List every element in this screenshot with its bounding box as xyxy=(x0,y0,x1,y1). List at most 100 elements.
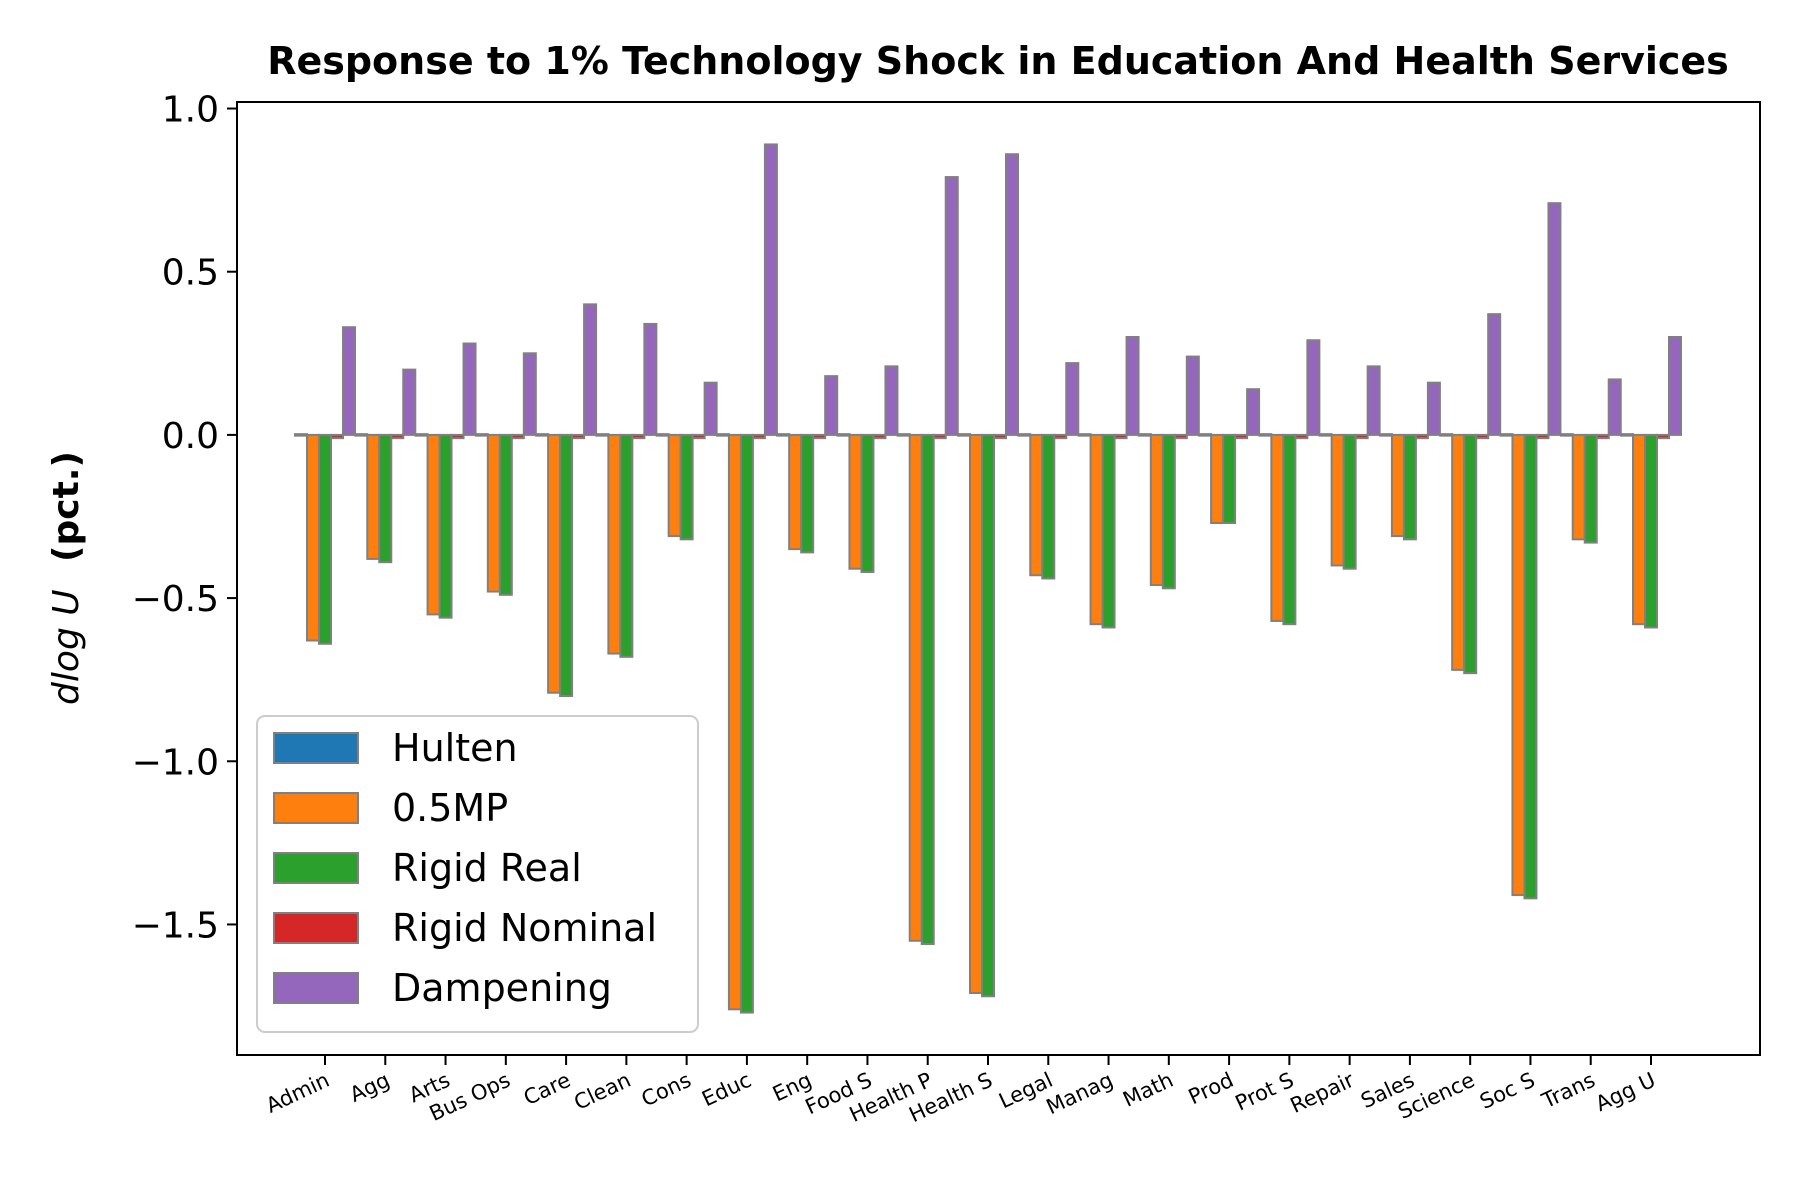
bar-0-5mp-science xyxy=(1451,433,1466,671)
legend-swatch xyxy=(273,792,359,824)
x-tick-label: Prot S xyxy=(1232,1068,1298,1116)
bar-rigid-nominal-agg-u xyxy=(1656,433,1670,440)
legend-swatch xyxy=(273,972,359,1004)
bar-hulten-health-p xyxy=(896,433,911,437)
bar-hulten-cons xyxy=(655,433,670,437)
bar-rigid-real-science xyxy=(1463,433,1478,675)
bar-hulten-science xyxy=(1439,433,1454,437)
legend-swatch xyxy=(273,852,359,884)
bar-dampening-trans xyxy=(1607,378,1622,436)
bar-rigid-real-educ xyxy=(739,433,754,1014)
bar-dampening-legal xyxy=(1065,362,1080,436)
bar-dampening-agg-u xyxy=(1668,335,1682,436)
bar-rigid-nominal-science xyxy=(1475,433,1490,440)
legend-frame xyxy=(256,715,699,1033)
bar-dampening-clean xyxy=(643,322,658,436)
legend: Hulten 0.5MP Rigid Real Rigid Nominal Dampen… xyxy=(256,715,699,1033)
bar-dampening-cons xyxy=(703,381,718,436)
bar-rigid-nominal-repair xyxy=(1354,433,1369,440)
legend-swatch xyxy=(273,912,359,944)
bar-rigid-real-care xyxy=(559,433,574,697)
legend-label: Rigid Real xyxy=(392,846,582,890)
bar-dampening-manag xyxy=(1125,335,1140,436)
bar-rigid-nominal-sales xyxy=(1414,433,1429,440)
bar-rigid-nominal-arts xyxy=(450,433,465,440)
bar-dampening-food-s xyxy=(884,365,899,436)
bar-rigid-nominal-cons xyxy=(691,433,706,440)
bar-hulten-eng xyxy=(776,433,791,437)
bar-rigid-nominal-agg xyxy=(390,433,405,440)
bar-dampening-health-s xyxy=(1005,153,1019,436)
bar-rigid-nominal-educ xyxy=(751,433,766,440)
bar-rigid-nominal-food-s xyxy=(872,433,887,440)
legend-label: Hulten xyxy=(392,726,518,770)
bar-hulten-math xyxy=(1137,433,1152,437)
x-tick-label: Agg xyxy=(346,1068,393,1107)
bar-rigid-nominal-prod xyxy=(1234,433,1249,440)
bar-dampening-prod xyxy=(1246,388,1261,436)
bar-dampening-bus-ops xyxy=(522,352,537,436)
bar-dampening-eng xyxy=(824,375,839,436)
bar-hulten-repair xyxy=(1318,433,1333,437)
bar-hulten-food-s xyxy=(836,433,851,437)
y-axis-label-math: dlog U xyxy=(46,589,87,705)
bar-hulten-prod xyxy=(1198,433,1213,437)
plot-frame xyxy=(236,101,1761,1056)
bar-hulten-agg-u xyxy=(1620,433,1634,437)
bar-0-5mp-health-p xyxy=(908,433,923,942)
bar-0-5mp-prot-s xyxy=(1270,433,1285,622)
bar-rigid-real-prot-s xyxy=(1282,433,1297,626)
bar-dampening-prot-s xyxy=(1306,339,1321,436)
bar-dampening-arts xyxy=(462,342,477,436)
legend-label: Rigid Nominal xyxy=(392,906,657,950)
x-tick-label: Trans xyxy=(1537,1068,1598,1114)
bar-0-5mp-health-s xyxy=(969,433,983,994)
bar-rigid-real-health-p xyxy=(920,433,935,946)
bar-0-5mp-agg xyxy=(366,433,381,560)
bar-rigid-real-agg xyxy=(378,433,393,564)
bar-dampening-admin xyxy=(342,326,356,436)
bar-hulten-clean xyxy=(595,433,610,437)
bar-0-5mp-bus-ops xyxy=(486,433,501,593)
bar-0-5mp-admin xyxy=(306,433,320,642)
bar-hulten-prot-s xyxy=(1258,433,1273,437)
bar-rigid-nominal-clean xyxy=(631,433,646,440)
bar-rigid-real-soc-s xyxy=(1523,433,1538,900)
x-tick-label: Educ xyxy=(698,1068,755,1112)
legend-label: 0.5MP xyxy=(392,786,508,830)
y-tick-label: −1.0 xyxy=(132,742,219,783)
y-tick-label: −1.5 xyxy=(132,905,219,946)
bar-rigid-real-repair xyxy=(1342,433,1357,570)
y-axis-label-units: (pct.) xyxy=(46,451,87,562)
bar-0-5mp-manag xyxy=(1089,433,1104,626)
bar-hulten-admin xyxy=(294,433,308,437)
y-axis-label: dlog U (pct.) xyxy=(46,451,87,705)
y-tick-label: 0.0 xyxy=(162,416,219,457)
bar-0-5mp-math xyxy=(1149,433,1164,587)
x-tick-label: Manag xyxy=(1043,1068,1117,1120)
x-tick-label: Soc S xyxy=(1476,1068,1538,1114)
bar-0-5mp-trans xyxy=(1571,433,1586,541)
legend-label: Dampening xyxy=(392,966,612,1010)
bar-0-5mp-legal xyxy=(1029,433,1044,577)
y-axis: 1.0 0.5 0.0 −0.5 −1.0 −1.5 xyxy=(132,90,237,946)
legend-swatch xyxy=(273,732,359,764)
bar-0-5mp-repair xyxy=(1330,433,1345,567)
bar-dampening-math xyxy=(1185,355,1200,436)
chart-title: Response to 1% Technology Shock in Educa… xyxy=(267,39,1729,83)
bar-rigid-real-health-s xyxy=(981,433,995,998)
bar-hulten-educ xyxy=(715,433,730,437)
bar-rigid-real-trans xyxy=(1583,433,1598,544)
bar-hulten-agg xyxy=(354,433,369,437)
bar-dampening-health-p xyxy=(944,176,959,436)
bar-rigid-real-admin xyxy=(318,433,332,645)
bar-rigid-nominal-eng xyxy=(812,433,827,440)
bar-rigid-real-cons xyxy=(679,433,694,541)
bars-layer xyxy=(294,143,1682,1014)
bar-0-5mp-clean xyxy=(607,433,622,655)
bar-rigid-real-eng xyxy=(800,433,815,554)
y-tick-label: 1.0 xyxy=(162,90,219,131)
bar-hulten-care xyxy=(535,433,550,437)
